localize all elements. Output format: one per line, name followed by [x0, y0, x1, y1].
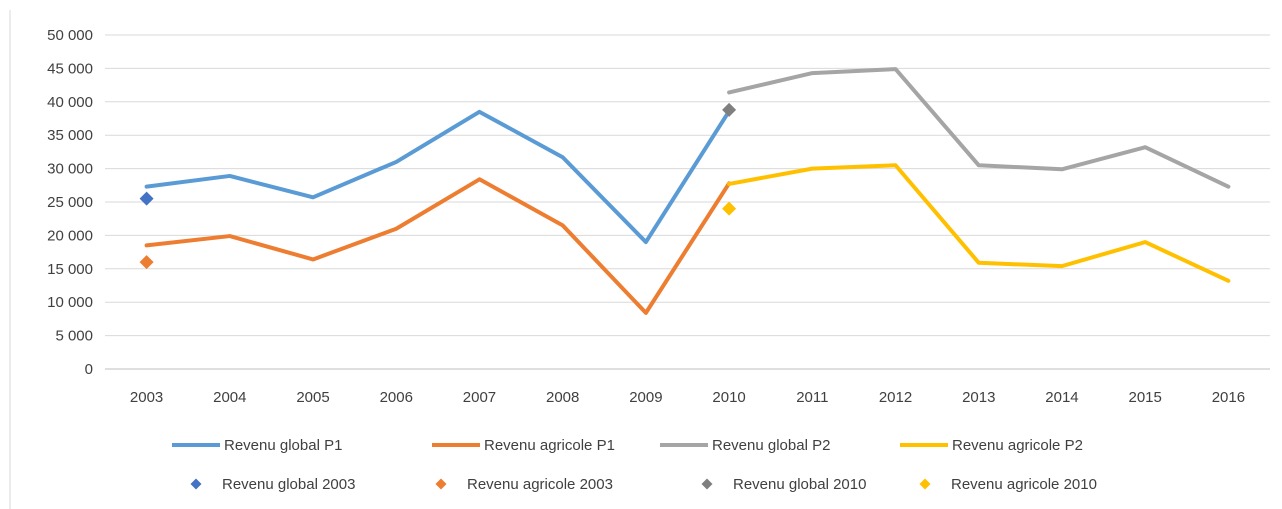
y-tick-label: 35 000 — [47, 127, 93, 144]
y-tick-label: 25 000 — [47, 194, 93, 211]
y-tick-label: 5 000 — [55, 328, 93, 345]
series-revenu-agricole-p1 — [144, 177, 732, 315]
x-tick-label: 2010 — [712, 389, 745, 406]
x-tick-label: 2014 — [1045, 389, 1078, 406]
series-line — [727, 67, 1231, 189]
y-tick-label: 20 000 — [47, 227, 93, 244]
series-revenu-global-2003 — [139, 191, 154, 206]
legend: Revenu global P1 Revenu agricole P1 Revenu… — [172, 437, 1097, 493]
x-tick-label: 2005 — [296, 389, 329, 406]
data-point-marker — [139, 255, 154, 270]
series-revenu-agricole-p2 — [727, 163, 1231, 283]
y-tick-label: 10 000 — [47, 294, 93, 311]
legend-swatch — [190, 478, 202, 490]
legend-label: Revenu agricole 2010 — [951, 476, 1097, 493]
x-tick-label: 2008 — [546, 389, 579, 406]
series-revenu-global-2010 — [722, 102, 737, 117]
legend-label: Revenu global 2010 — [733, 476, 866, 493]
x-tick-label: 2015 — [1128, 389, 1161, 406]
x-tick-label: 2009 — [629, 389, 662, 406]
x-tick-label: 2013 — [962, 389, 995, 406]
y-tick-label: 45 000 — [47, 60, 93, 77]
data-point-marker — [722, 102, 737, 117]
x-tick-label: 2011 — [796, 389, 828, 406]
y-tick-label: 50 000 — [47, 27, 93, 44]
data-point-marker — [139, 191, 154, 206]
legend-label: Revenu global P1 — [224, 437, 342, 454]
x-tick-label: 2012 — [879, 389, 912, 406]
y-tick-label: 30 000 — [47, 161, 93, 178]
gridlines — [105, 34, 1270, 370]
x-axis: 2003 2004 2005 2006 2007 2008 2009 2010 2011 2012… — [130, 389, 1245, 406]
series-revenu-global-p2 — [727, 67, 1231, 189]
legend-label: Revenu global 2003 — [222, 476, 355, 493]
series-line — [144, 177, 732, 315]
legend-label: Revenu agricole P2 — [952, 437, 1083, 454]
series-revenu-agricole-2003 — [139, 255, 154, 270]
x-tick-label: 2006 — [380, 389, 413, 406]
series-line — [727, 163, 1231, 283]
legend-swatch — [701, 478, 713, 490]
series-line — [144, 109, 732, 245]
x-tick-label: 2004 — [213, 389, 246, 406]
y-axis: 0 5 000 10 000 15 000 20 000 25 000 30 000 35 0… — [47, 27, 93, 378]
legend-label: Revenu agricole P1 — [484, 437, 615, 454]
y-tick-label: 15 000 — [47, 261, 93, 278]
data-point-marker — [722, 201, 737, 216]
x-tick-label: 2003 — [130, 389, 163, 406]
legend-label: Revenu global P2 — [712, 437, 830, 454]
x-tick-label: 2007 — [463, 389, 496, 406]
y-tick-label: 0 — [85, 361, 93, 378]
y-tick-label: 40 000 — [47, 94, 93, 111]
legend-label: Revenu agricole 2003 — [467, 476, 613, 493]
series-revenu-agricole-2010 — [722, 201, 737, 216]
x-tick-label: 2016 — [1212, 389, 1245, 406]
series-layer — [139, 67, 1231, 315]
series-revenu-global-p1 — [144, 109, 732, 245]
legend-swatch — [919, 478, 931, 490]
legend-swatch — [435, 478, 447, 490]
